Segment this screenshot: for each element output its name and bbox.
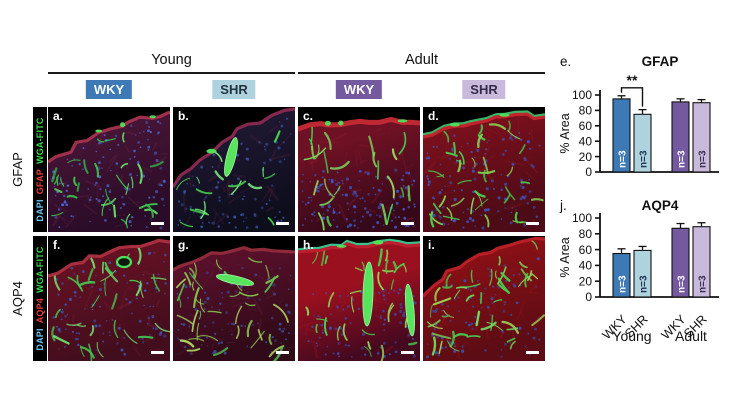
chip-adult-wky: WKY xyxy=(335,80,383,99)
micro-panel-h: h. xyxy=(298,236,420,361)
scale-bar xyxy=(401,351,414,354)
channel-gfap: GFAP xyxy=(35,168,45,195)
channel-aqp4: AQP4 xyxy=(35,297,45,324)
panel-letter: c. xyxy=(303,109,314,123)
channel-wga-fitc: WGA-FITC xyxy=(35,117,45,164)
group-header-adult-label: Adult xyxy=(404,52,439,68)
chip-young-wky: WKY xyxy=(85,80,133,99)
chart-gfap: e. GFAP 0 20 40 60 80 100% Area n=3 n=3 n=3 n=3 ** xyxy=(556,50,744,205)
svg-text:60: 60 xyxy=(579,119,593,133)
micro-panel-i: i. xyxy=(423,236,545,361)
panel-letter: b. xyxy=(178,109,189,123)
row-label-gfap: GFAP xyxy=(4,107,30,232)
svg-text:n=3: n=3 xyxy=(676,150,687,168)
svg-text:% Area: % Area xyxy=(558,113,572,153)
micro-panel-d: d. xyxy=(423,107,545,232)
scale-bar xyxy=(151,222,164,225)
chart-aqp4: j. AQP4 0 20 40 60 80 100% Area n=3 n=3 n=3 n=3 WKY S… xyxy=(556,196,744,377)
svg-text:n=3: n=3 xyxy=(617,275,628,293)
row-label-gfap-text: GFAP xyxy=(9,152,25,187)
svg-text:Young: Young xyxy=(612,328,651,344)
svg-text:100: 100 xyxy=(572,88,592,102)
chip-young-shr: SHR xyxy=(212,80,256,99)
svg-text:40: 40 xyxy=(579,259,593,273)
micro-panel-g: g. xyxy=(173,236,295,361)
panel-letter: a. xyxy=(53,109,64,123)
channel-strip-gfap: DAPI GFAP WGA-FITC xyxy=(33,107,47,232)
row-label-aqp4-text: AQP4 xyxy=(9,281,25,316)
micro-panel-a: a. xyxy=(48,107,170,232)
micro-panel-b: b. xyxy=(173,107,295,232)
panel-letter: g. xyxy=(178,238,189,252)
channel-dapi: DAPI xyxy=(35,328,45,351)
row-label-aqp4: AQP4 xyxy=(4,236,30,361)
scale-bar xyxy=(526,351,539,354)
svg-text:n=3: n=3 xyxy=(617,150,628,168)
scale-bar xyxy=(526,222,539,225)
micro-panel-f: f. xyxy=(48,236,170,361)
svg-text:Adult: Adult xyxy=(675,328,707,344)
svg-text:% Area: % Area xyxy=(558,237,572,277)
svg-text:n=3: n=3 xyxy=(697,275,708,293)
svg-text:20: 20 xyxy=(579,274,593,288)
panel-letter: i. xyxy=(428,238,435,252)
svg-text:n=3: n=3 xyxy=(697,150,708,168)
svg-text:n=3: n=3 xyxy=(638,275,649,293)
group-header-adult: Adult xyxy=(298,50,545,74)
svg-text:0: 0 xyxy=(585,290,592,304)
channel-wga-fitc: WGA-FITC xyxy=(35,246,45,293)
svg-text:GFAP: GFAP xyxy=(642,54,679,69)
scale-bar xyxy=(276,351,289,354)
svg-text:80: 80 xyxy=(579,104,593,118)
svg-text:e.: e. xyxy=(560,54,571,69)
svg-text:60: 60 xyxy=(579,243,593,257)
svg-text:j.: j. xyxy=(559,198,567,213)
svg-text:100: 100 xyxy=(572,211,592,225)
scale-bar xyxy=(401,222,414,225)
micro-panel-c: c. xyxy=(298,107,420,232)
svg-text:0: 0 xyxy=(585,165,592,179)
chip-adult-shr: SHR xyxy=(462,80,506,99)
panel-letter: f. xyxy=(53,238,61,252)
scale-bar xyxy=(276,222,289,225)
svg-text:**: ** xyxy=(627,72,638,88)
group-header-young: Young xyxy=(48,50,295,74)
panel-letter: h. xyxy=(303,238,314,252)
svg-text:80: 80 xyxy=(579,227,593,241)
svg-text:AQP4: AQP4 xyxy=(642,198,679,213)
channel-dapi: DAPI xyxy=(35,199,45,222)
channel-strip-aqp4: DAPI AQP4 WGA-FITC xyxy=(33,236,47,361)
scale-bar xyxy=(151,351,164,354)
svg-text:20: 20 xyxy=(579,150,593,164)
svg-text:n=3: n=3 xyxy=(638,150,649,168)
group-header-young-label: Young xyxy=(151,52,192,68)
svg-text:40: 40 xyxy=(579,134,593,148)
panel-letter: d. xyxy=(428,109,439,123)
svg-text:n=3: n=3 xyxy=(676,275,687,293)
